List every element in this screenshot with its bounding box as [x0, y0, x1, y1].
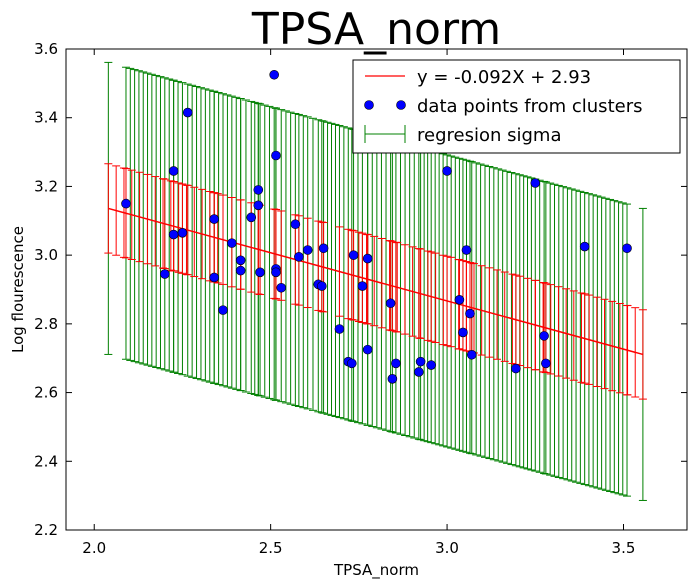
data-point	[362, 344, 373, 355]
y-tick-label: 2.2	[34, 521, 58, 539]
regression-layer	[108, 207, 644, 356]
plot-frame	[65, 48, 688, 531]
data-point	[290, 219, 301, 230]
y-tick-label: 2.6	[34, 384, 58, 402]
y-tick-label: 2.4	[34, 452, 58, 470]
data-point	[271, 150, 281, 161]
data-point	[579, 241, 590, 252]
data-point	[168, 229, 179, 240]
data-point	[530, 178, 541, 188]
x-axis-label: TPSA_norm	[333, 561, 419, 580]
data-point	[235, 265, 246, 276]
data-point	[269, 69, 279, 80]
data-point	[442, 166, 452, 176]
data-point	[347, 358, 357, 369]
data-point	[177, 228, 188, 238]
data-point	[622, 243, 632, 254]
data-points	[121, 69, 632, 384]
data-point	[318, 243, 329, 254]
x-tick-label: 2.0	[82, 539, 106, 557]
data-point	[414, 367, 424, 377]
legend: y = -0.092X + 2.93 data points from clus…	[352, 59, 681, 154]
data-point	[387, 374, 398, 384]
y-axis-label: Log flourescence	[9, 226, 27, 353]
y-tick-label: 3.2	[34, 177, 58, 195]
data-point	[294, 252, 304, 262]
data-point	[317, 281, 327, 291]
data-point	[426, 360, 436, 370]
data-point	[541, 358, 551, 369]
axis-ticks: 2.0 2.5 3.0 3.5 2.2 2.4 2.6 2.8 3.0 3.2 3.4 3.6	[34, 40, 687, 557]
data-point	[168, 166, 179, 176]
y-tick-label: 3.0	[34, 246, 58, 264]
data-point	[357, 281, 368, 291]
data-point	[454, 295, 465, 305]
data-point	[348, 250, 359, 260]
y-tick-label: 3.6	[34, 40, 58, 58]
x-tick-label: 3.5	[612, 539, 636, 557]
data-point	[255, 267, 265, 278]
data-point	[334, 324, 345, 334]
data-point	[218, 305, 228, 315]
data-point	[391, 358, 401, 369]
data-point	[302, 245, 313, 255]
data-point	[209, 272, 219, 283]
chart-title: TPSA_norm	[251, 4, 501, 55]
data-point	[362, 253, 373, 264]
data-point	[511, 363, 521, 374]
data-point	[246, 212, 257, 223]
legend-sigma-swatch	[364, 125, 406, 143]
data-point	[276, 282, 287, 293]
legend-points-label: data points from clusters	[417, 96, 642, 117]
legend-sigma-label: regresion sigma	[417, 125, 561, 146]
data-point	[121, 198, 131, 209]
data-point	[235, 255, 246, 266]
data-point	[209, 214, 219, 224]
y-tick-label: 3.4	[34, 109, 58, 127]
data-point	[253, 200, 264, 211]
y-tick-label: 2.8	[34, 315, 58, 333]
data-point	[253, 185, 264, 195]
legend-points-swatch	[396, 100, 406, 110]
data-point	[227, 238, 237, 248]
data-point	[458, 327, 468, 338]
legend-points-swatch	[364, 100, 374, 110]
data-point	[539, 331, 549, 341]
data-point	[466, 349, 477, 360]
x-tick-label: 3.0	[435, 539, 459, 557]
legend-box	[352, 59, 681, 154]
regression-line	[108, 207, 644, 356]
data-point	[271, 267, 281, 278]
data-point	[182, 107, 193, 118]
data-point	[159, 269, 170, 279]
data-point	[385, 298, 396, 309]
x-tick-label: 2.5	[259, 539, 283, 557]
legend-regression-label: y = -0.092X + 2.93	[417, 67, 591, 88]
data-point	[415, 356, 426, 367]
data-point	[461, 245, 472, 255]
data-point	[465, 308, 475, 319]
